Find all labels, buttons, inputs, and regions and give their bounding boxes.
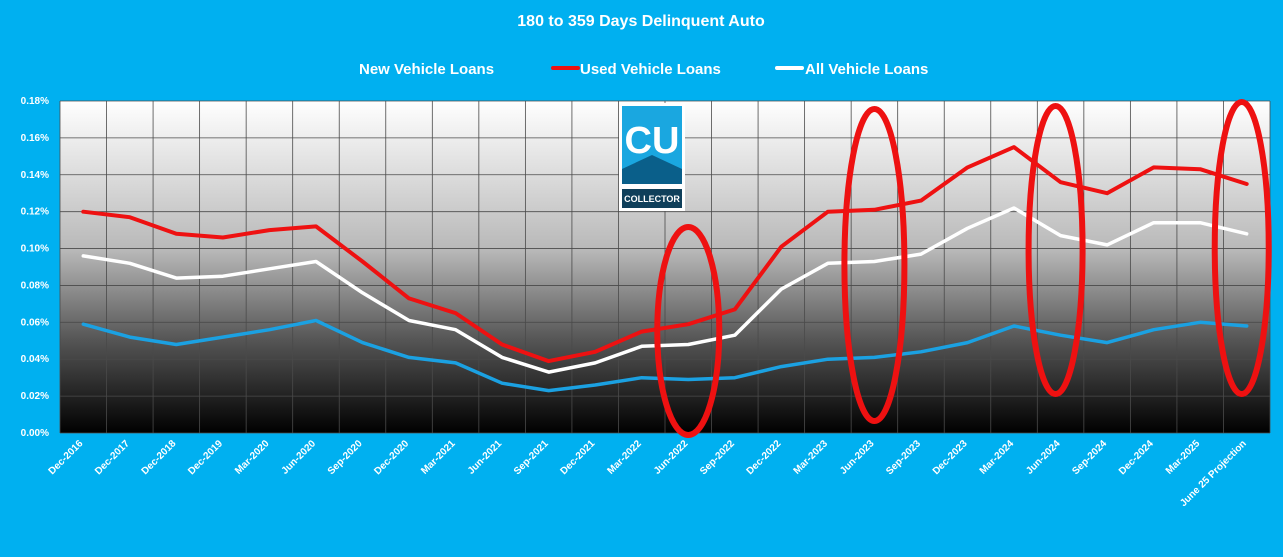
x-tick-label: Dec-2021	[558, 438, 597, 477]
x-tick-label: Jun-2022	[652, 438, 691, 477]
logo-chevron-mark	[622, 155, 682, 184]
x-tick-label: Dec-2024	[1117, 438, 1156, 477]
legend-label: All Vehicle Loans	[805, 61, 928, 78]
x-tick-label: Sep-2023	[884, 438, 923, 477]
x-tick-label: Dec-2023	[931, 438, 970, 477]
logo-text: COLLECTOR	[624, 194, 680, 204]
highlight-ellipse	[841, 106, 908, 424]
highlight-ellipse	[1211, 99, 1272, 397]
x-tick-label: Dec-2020	[372, 438, 411, 477]
y-tick-label: 0.00%	[21, 428, 49, 439]
x-tick-label: Mar-2025	[1164, 438, 1203, 477]
x-tick-label: Sep-2021	[512, 438, 551, 477]
y-tick-label: 0.10%	[21, 244, 49, 255]
highlight-ellipses	[654, 99, 1272, 438]
x-tick-label: Sep-2024	[1070, 438, 1109, 477]
x-tick-label: Mar-2021	[419, 438, 458, 477]
y-tick-label: 0.12%	[21, 207, 49, 218]
y-tick-label: 0.06%	[21, 317, 49, 328]
legend: New Vehicle Loans Used Vehicle Loans All V…	[359, 61, 928, 78]
x-tick-label: Dec-2022	[745, 438, 784, 477]
legend-label: New Vehicle Loans	[359, 61, 494, 78]
x-tick-label: Mar-2022	[605, 438, 644, 477]
x-tick-label: Sep-2022	[698, 438, 737, 477]
y-tick-label: 0.16%	[21, 133, 49, 144]
x-axis: Dec-2016 Dec-2017 Dec-2018 Dec-2019 Mar-2020…	[47, 438, 1249, 509]
series-line-used-vehicle-loans	[81, 145, 1249, 364]
y-tick-label: 0.18%	[21, 96, 49, 107]
chart-title: 180 to 359 Days Delinquent Auto	[517, 13, 765, 30]
x-tick-label: Mar-2020	[233, 438, 272, 477]
x-tick-label: Jun-2021	[466, 438, 505, 477]
series-lines	[81, 145, 1249, 393]
x-tick-label: Mar-2023	[792, 438, 831, 477]
y-tick-label: 0.04%	[21, 354, 49, 365]
x-tick-label: Dec-2018	[140, 438, 179, 477]
x-tick-label: Dec-2016	[47, 438, 86, 477]
y-tick-label: 0.02%	[21, 391, 49, 402]
y-axis: 0.00% 0.02% 0.04% 0.06% 0.08% 0.10% 0.12% 0.14%…	[21, 96, 49, 439]
highlight-ellipse	[1025, 103, 1086, 397]
x-tick-label: Dec-2017	[93, 438, 132, 477]
legend-label: Used Vehicle Loans	[580, 61, 721, 78]
cu-collector-logo: CU COLLECTOR	[619, 103, 685, 211]
y-tick-label: 0.14%	[21, 170, 49, 181]
x-tick-label: Dec-2019	[186, 438, 225, 477]
highlight-ellipse	[654, 224, 723, 438]
x-tick-label: Mar-2024	[978, 438, 1017, 477]
logo-monogram: CU	[625, 120, 680, 162]
x-tick-label: Jun-2020	[280, 438, 319, 477]
logo-band	[622, 189, 682, 208]
series-line-new-vehicle-loans	[81, 318, 1249, 393]
x-tick-label: Jun-2023	[838, 438, 877, 477]
series-line-all-vehicle-loans	[81, 206, 1249, 374]
x-tick-label: Jun-2024	[1024, 438, 1063, 477]
x-tick-label: Sep-2020	[326, 438, 365, 477]
y-tick-label: 0.08%	[21, 280, 49, 291]
